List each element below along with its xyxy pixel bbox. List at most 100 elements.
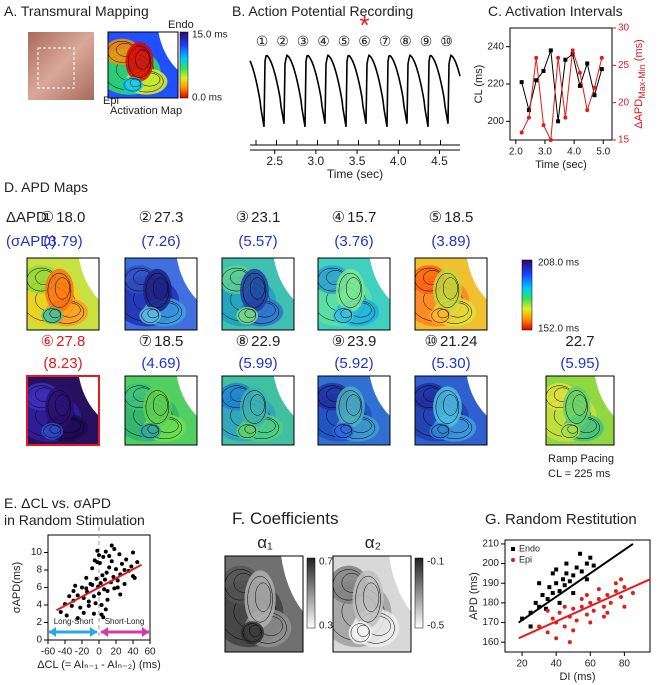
legend-label: Endo (519, 543, 540, 553)
ap-trace (249, 53, 461, 127)
heat-map (222, 258, 294, 330)
marker (67, 594, 72, 599)
map-region (332, 306, 355, 325)
marker (93, 601, 98, 606)
marker (619, 594, 623, 599)
y-tick-label: 180 (482, 598, 499, 609)
contour (363, 582, 380, 612)
delta-apd: 18.5 (154, 333, 183, 350)
marker (562, 604, 567, 609)
marker (115, 578, 120, 583)
delta-apd: 22.7 (565, 333, 594, 350)
contour (152, 277, 168, 300)
y2-tick-label: 25 (618, 60, 630, 71)
marker (563, 115, 568, 120)
marker (71, 589, 76, 593)
row-label: ΔAPD (6, 209, 47, 226)
y-tick-label: 6 (36, 582, 42, 593)
marker (630, 591, 635, 596)
marker (86, 603, 91, 608)
map-frame (221, 257, 295, 331)
contour (249, 624, 262, 637)
contour (435, 272, 460, 308)
fit-line (56, 563, 142, 612)
panel-title: D. APD Maps (4, 179, 88, 195)
sigma-apd: (7.26) (141, 233, 180, 250)
contour (338, 272, 363, 308)
contour (141, 424, 160, 439)
y-axis-label: σAPD(ms) (11, 562, 23, 613)
x-tick-label: 4.0 (390, 154, 407, 168)
marker (591, 563, 596, 568)
marker (99, 603, 104, 607)
marker (129, 564, 134, 569)
map-region (429, 306, 452, 325)
x-tick-label: 20 (110, 647, 122, 658)
marker (104, 570, 109, 575)
contour (431, 424, 450, 439)
apd-label: ⑥ 27.8 (41, 333, 86, 350)
map-label: Activation Map (110, 105, 182, 117)
marker (561, 577, 565, 582)
marker (95, 548, 100, 553)
delta-apd: 18.5 (444, 209, 473, 226)
marker (122, 582, 127, 586)
marker (526, 108, 531, 113)
marker (564, 561, 569, 566)
marker (556, 119, 561, 124)
map-region (352, 570, 384, 628)
map-region (41, 306, 63, 325)
x-axis-label: Time (sec) (327, 167, 383, 181)
y-tick-label: 200 (482, 558, 499, 569)
marker (554, 567, 559, 572)
x-tick-label: 3.0 (538, 147, 552, 158)
coef-label: α₂ (365, 533, 381, 552)
panel-title: A. Transmural Mapping (4, 3, 149, 19)
marker (548, 48, 553, 53)
scale-max: 0.7 (319, 557, 333, 568)
contour (238, 308, 257, 323)
marker (543, 606, 548, 611)
marker (550, 616, 555, 621)
heat-map (318, 258, 390, 330)
chart-title: E. ΔCL vs. σAPD (4, 495, 111, 511)
apd-label: ⑤ 18.5 (429, 209, 474, 226)
sigma-apd: (5.57) (238, 233, 277, 250)
contour (145, 272, 170, 308)
marker (519, 80, 524, 85)
y-tick-label: 190 (482, 578, 499, 589)
heat-map (27, 258, 99, 330)
marker (571, 591, 576, 596)
map-frame (414, 257, 488, 331)
scale-max: -0.1 (427, 557, 445, 568)
arrow-head (142, 627, 149, 637)
marker (570, 48, 575, 53)
marker (100, 573, 105, 578)
beat-number: ⑤ (429, 209, 442, 226)
map-frame (545, 375, 615, 446)
contour (355, 575, 381, 623)
delta-apd: 22.9 (251, 333, 280, 350)
marker (122, 568, 127, 572)
y-tick-label: 200 (487, 116, 504, 127)
marker (117, 552, 122, 557)
heat-map (546, 376, 614, 445)
marker (557, 600, 562, 605)
sigma-apd: (5.95) (560, 355, 599, 372)
chart-title: C. Activation Intervals (488, 3, 623, 19)
marker (90, 566, 95, 571)
heat-map (225, 556, 303, 652)
contour (357, 624, 370, 637)
marker (95, 560, 100, 565)
contour (152, 394, 168, 416)
marker (545, 608, 550, 613)
x-tick-label: 80 (619, 659, 631, 670)
marker (557, 589, 562, 594)
fit-line (518, 578, 651, 640)
map-frame (332, 555, 412, 653)
panel-title: F. Coefficients (232, 509, 338, 528)
endo-label: Endo (168, 19, 194, 31)
marker (58, 610, 63, 614)
heat-map (415, 258, 487, 330)
